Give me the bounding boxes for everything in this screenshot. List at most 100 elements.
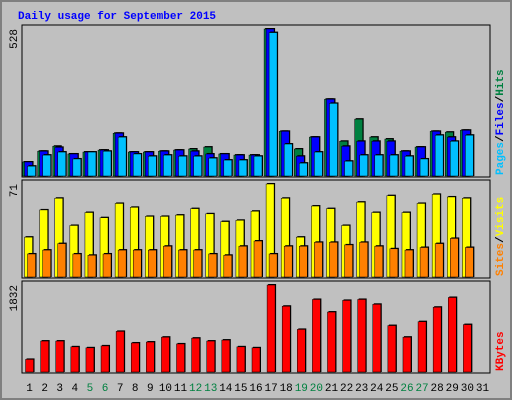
- bar: [206, 340, 215, 373]
- x-tick-label: 10: [159, 383, 172, 395]
- bar: [27, 253, 36, 278]
- bar: [329, 242, 338, 278]
- bar: [223, 159, 233, 177]
- bar: [314, 242, 323, 278]
- bar: [221, 339, 231, 373]
- x-tick-label: 25: [385, 383, 398, 395]
- bar: [70, 346, 80, 373]
- bar: [42, 249, 51, 278]
- x-tick-label: 8: [132, 383, 139, 395]
- bar: [314, 151, 323, 177]
- bar: [450, 141, 459, 177]
- legend-entry: Files: [495, 102, 507, 135]
- bar: [85, 347, 95, 373]
- bar: [434, 243, 444, 278]
- x-tick-label: 20: [310, 383, 323, 395]
- bar: [236, 346, 246, 373]
- x-tick-label: 22: [340, 383, 353, 395]
- bar: [72, 253, 82, 278]
- bar: [148, 155, 157, 177]
- bar: [359, 242, 368, 278]
- bar: [268, 253, 278, 278]
- legend: KBytes: [495, 331, 507, 371]
- bar: [344, 244, 353, 278]
- bar: [448, 297, 457, 373]
- bar: [281, 305, 291, 373]
- bar: [223, 255, 233, 278]
- bar: [299, 162, 308, 177]
- x-tick-label: 15: [234, 383, 247, 395]
- bar: [176, 343, 185, 373]
- bar: [404, 249, 414, 278]
- legend: Pages/Files/Hits: [495, 69, 507, 175]
- bar: [374, 245, 384, 278]
- bar: [404, 155, 414, 177]
- bar: [178, 155, 187, 177]
- bar: [268, 32, 278, 177]
- bar: [312, 299, 321, 373]
- x-tick-label: 4: [72, 383, 79, 395]
- bar: [163, 245, 172, 278]
- x-tick-label: 29: [446, 383, 459, 395]
- bar: [117, 249, 127, 278]
- x-tick-label: 11: [174, 383, 188, 395]
- bar: [148, 249, 157, 278]
- bar: [374, 154, 384, 177]
- bar: [178, 249, 187, 278]
- legend-entry: Visits: [495, 197, 507, 237]
- legend-entry: Sites: [495, 243, 507, 276]
- x-tick-label: 31: [476, 383, 490, 395]
- bar: [419, 247, 429, 278]
- bar: [163, 154, 172, 177]
- bar: [208, 253, 217, 278]
- bar: [27, 165, 36, 177]
- bar: [193, 155, 202, 177]
- x-tick-label: 16: [249, 383, 262, 395]
- bar: [253, 240, 263, 278]
- x-tick-label: 5: [87, 383, 94, 395]
- bar: [238, 159, 248, 177]
- bar: [387, 325, 397, 373]
- bar: [87, 151, 97, 177]
- legend-separator: /: [495, 236, 507, 243]
- bar: [87, 255, 97, 278]
- y-tick-label: 71: [9, 184, 21, 198]
- bar: [102, 150, 112, 177]
- bar: [193, 249, 202, 278]
- bar: [465, 134, 474, 177]
- bar: [463, 324, 472, 373]
- bar: [42, 154, 51, 177]
- x-tick-label: 6: [102, 383, 109, 395]
- x-tick-label: 30: [461, 383, 474, 395]
- x-tick-label: 18: [280, 383, 293, 395]
- legend-separator: /: [495, 135, 507, 142]
- bar: [115, 331, 125, 373]
- bar: [465, 247, 474, 278]
- bar: [450, 238, 459, 278]
- bar: [299, 245, 308, 278]
- x-tick-label: 23: [355, 383, 368, 395]
- bar: [253, 155, 263, 177]
- chart-title: Daily usage for September 2015: [18, 11, 216, 23]
- legend: Sites/Visits: [495, 197, 507, 276]
- bar: [130, 342, 140, 373]
- x-tick-label: 7: [117, 383, 124, 395]
- bar: [238, 245, 248, 278]
- bar: [25, 359, 34, 373]
- bar: [434, 134, 444, 177]
- bar: [72, 158, 82, 177]
- x-tick-label: 14: [219, 383, 233, 395]
- bar: [283, 245, 293, 278]
- bar: [266, 284, 276, 373]
- bar: [57, 243, 66, 278]
- bar: [432, 306, 442, 373]
- bar: [191, 337, 200, 373]
- x-tick-label: 2: [41, 383, 48, 395]
- bar: [419, 158, 429, 177]
- x-tick-label: 1: [26, 383, 33, 395]
- bar: [132, 249, 142, 278]
- x-tick-label: 17: [264, 383, 277, 395]
- bar: [389, 248, 399, 278]
- bar: [40, 340, 49, 373]
